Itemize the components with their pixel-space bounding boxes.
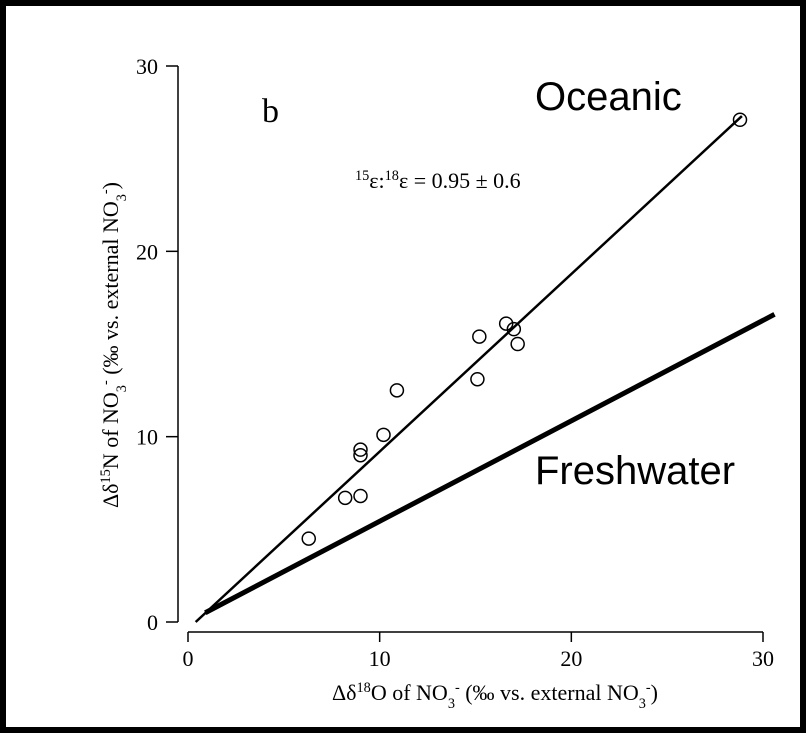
point bbox=[337, 490, 353, 506]
y-tick-label: 0 bbox=[147, 610, 158, 635]
y-axis-title-part: N of NO bbox=[98, 392, 123, 469]
annotation: 15ε:18ε = 0.95 ± 0.6 bbox=[355, 168, 521, 193]
point bbox=[510, 336, 525, 352]
line-label: Freshwater bbox=[535, 449, 735, 493]
annotation-part: ε = 0.95 ± 0.6 bbox=[399, 168, 521, 193]
point bbox=[470, 371, 485, 387]
fit-line bbox=[204, 312, 776, 615]
x-axis-title-part: ) bbox=[651, 680, 658, 705]
y-axis-title-part: - bbox=[98, 380, 114, 385]
x-axis-title-part: 3 bbox=[448, 696, 455, 712]
y-axis-title-part: (‰ vs. external NO bbox=[98, 201, 123, 380]
annotation-part: ε: bbox=[369, 168, 384, 193]
annotation-part: 18 bbox=[385, 168, 399, 184]
y-axis-title-part: - bbox=[98, 189, 114, 194]
point bbox=[353, 447, 368, 463]
point bbox=[301, 531, 316, 546]
y-axis-title-part: Δδ bbox=[98, 483, 123, 508]
point bbox=[472, 329, 487, 344]
y-tick-label: 30 bbox=[136, 54, 158, 79]
line-label: Oceanic bbox=[535, 75, 682, 119]
x-axis-title-part: Δδ bbox=[332, 680, 357, 705]
y-tick-label: 10 bbox=[136, 425, 158, 450]
x-axis-title-part: - bbox=[455, 680, 460, 696]
x-axis-title-part: 18 bbox=[357, 680, 371, 696]
point bbox=[353, 488, 368, 504]
point bbox=[732, 112, 748, 127]
y-axis-title-part: 15 bbox=[98, 469, 114, 483]
y-axis-title: Δδ15N of NO3- (‰ vs. external NO3-) bbox=[98, 182, 130, 508]
annotation-part: 15 bbox=[355, 168, 369, 184]
point bbox=[353, 442, 368, 457]
y-tick-label: 20 bbox=[136, 239, 158, 264]
x-axis-title: Δδ18O of NO3- (‰ vs. external NO3-) bbox=[332, 680, 658, 712]
y-axis-title-part: ) bbox=[98, 182, 123, 189]
panel-label: b bbox=[262, 93, 279, 130]
x-axis-title-part: (‰ vs. external NO bbox=[460, 680, 639, 705]
y-axis-title-part: 3 bbox=[114, 385, 130, 392]
x-tick-label: 0 bbox=[183, 646, 194, 671]
x-tick-label: 30 bbox=[752, 646, 774, 671]
x-tick-label: 10 bbox=[369, 646, 391, 671]
fit-line bbox=[194, 115, 743, 623]
point bbox=[376, 427, 391, 443]
point bbox=[498, 316, 514, 331]
x-tick-label: 20 bbox=[560, 646, 582, 671]
x-axis-title-part: 3 bbox=[639, 696, 646, 712]
y-axis-title-part: 3 bbox=[114, 194, 130, 201]
x-axis-title-part: - bbox=[646, 680, 651, 696]
x-axis-title-part: O of NO bbox=[371, 680, 448, 705]
point bbox=[389, 383, 405, 398]
point bbox=[506, 321, 522, 337]
